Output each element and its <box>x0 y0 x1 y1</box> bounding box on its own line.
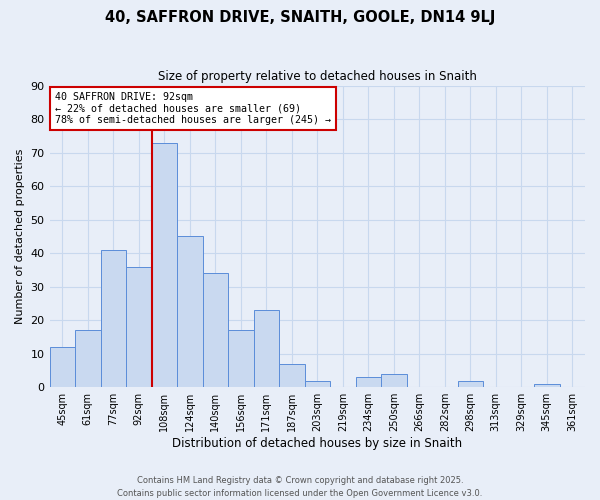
Bar <box>75 330 101 387</box>
Bar <box>152 142 177 387</box>
Bar <box>177 236 203 387</box>
Text: Contains HM Land Registry data © Crown copyright and database right 2025.
Contai: Contains HM Land Registry data © Crown c… <box>118 476 482 498</box>
Bar <box>101 250 126 387</box>
Bar <box>356 377 381 387</box>
X-axis label: Distribution of detached houses by size in Snaith: Distribution of detached houses by size … <box>172 437 463 450</box>
Text: 40, SAFFRON DRIVE, SNAITH, GOOLE, DN14 9LJ: 40, SAFFRON DRIVE, SNAITH, GOOLE, DN14 9… <box>105 10 495 25</box>
Bar <box>126 266 152 387</box>
Bar <box>381 374 407 387</box>
Bar <box>458 380 483 387</box>
Bar <box>254 310 279 387</box>
Text: 40 SAFFRON DRIVE: 92sqm
← 22% of detached houses are smaller (69)
78% of semi-de: 40 SAFFRON DRIVE: 92sqm ← 22% of detache… <box>55 92 331 125</box>
Title: Size of property relative to detached houses in Snaith: Size of property relative to detached ho… <box>158 70 477 83</box>
Bar <box>305 380 330 387</box>
Y-axis label: Number of detached properties: Number of detached properties <box>15 148 25 324</box>
Bar <box>203 274 228 387</box>
Bar <box>534 384 560 387</box>
Bar <box>228 330 254 387</box>
Bar <box>50 347 75 387</box>
Bar <box>279 364 305 387</box>
